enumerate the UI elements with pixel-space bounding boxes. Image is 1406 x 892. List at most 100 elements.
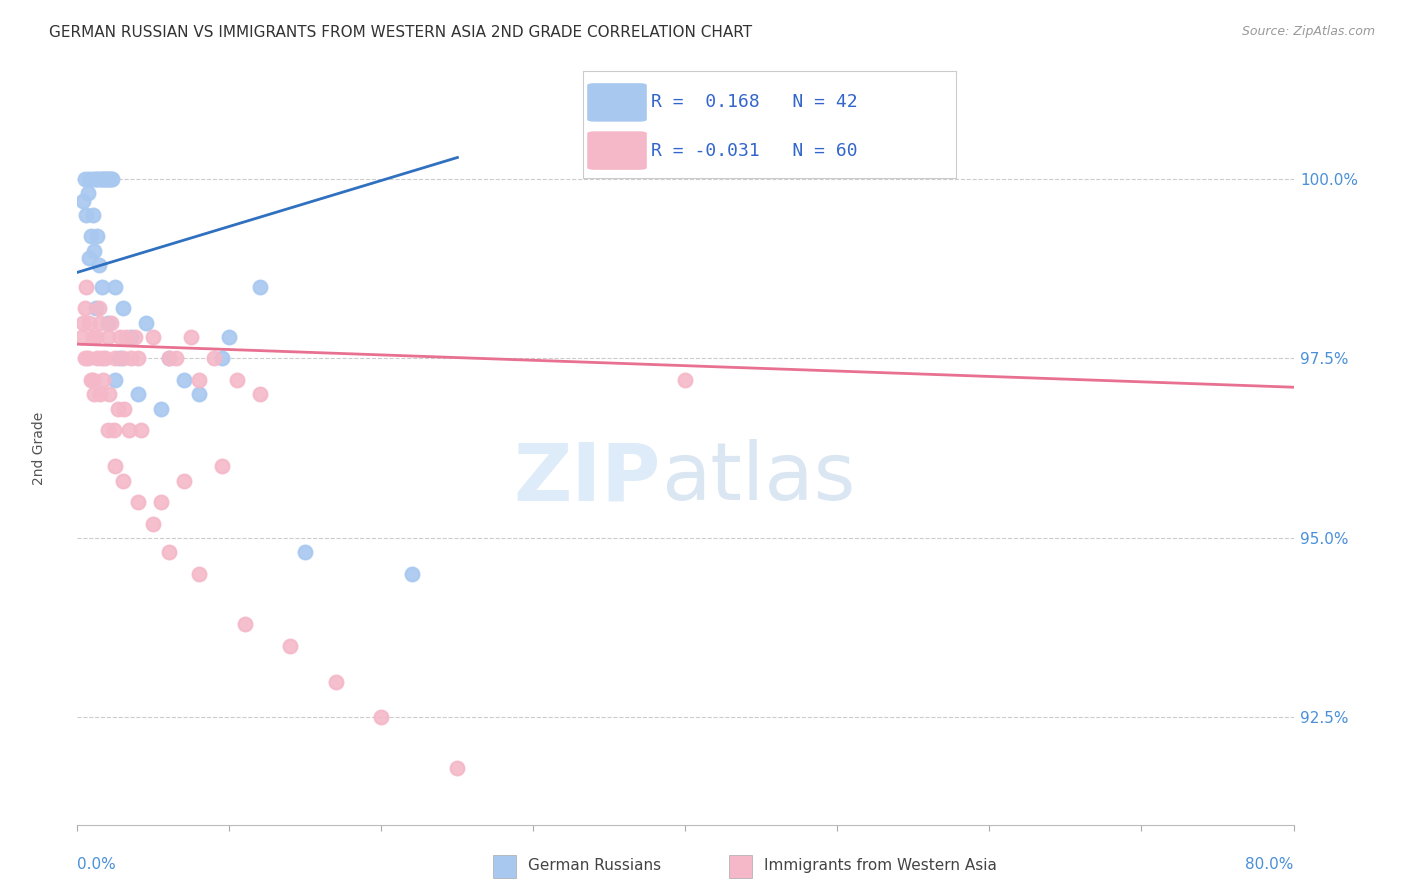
Point bbox=[135, 316, 157, 330]
Point bbox=[157, 545, 180, 559]
Text: Immigrants from Western Asia: Immigrants from Western Asia bbox=[765, 858, 997, 872]
Point bbox=[226, 373, 249, 387]
Point bbox=[89, 387, 111, 401]
Point bbox=[77, 351, 100, 366]
Point bbox=[108, 351, 131, 366]
Point bbox=[89, 172, 111, 186]
Point bbox=[294, 545, 316, 559]
Point bbox=[97, 172, 120, 186]
Point bbox=[211, 459, 233, 474]
Point bbox=[83, 387, 105, 401]
Point bbox=[157, 351, 180, 366]
Point bbox=[120, 351, 142, 366]
Point bbox=[127, 387, 149, 401]
Point bbox=[80, 373, 103, 387]
Point bbox=[103, 423, 125, 437]
Point bbox=[115, 330, 138, 344]
Point bbox=[82, 373, 104, 387]
Point bbox=[104, 351, 127, 366]
Point bbox=[142, 516, 165, 531]
Point bbox=[165, 351, 187, 366]
Point bbox=[111, 351, 134, 366]
Point bbox=[401, 566, 423, 581]
Point bbox=[98, 172, 121, 186]
Point bbox=[111, 474, 134, 488]
Point bbox=[89, 316, 111, 330]
Point bbox=[446, 761, 468, 775]
Point bbox=[77, 186, 100, 201]
Point bbox=[108, 330, 131, 344]
Point bbox=[149, 495, 172, 509]
Point bbox=[101, 172, 124, 186]
Point bbox=[124, 330, 146, 344]
Point bbox=[79, 316, 101, 330]
Point bbox=[90, 279, 112, 293]
Text: German Russians: German Russians bbox=[529, 858, 661, 872]
Point bbox=[157, 351, 180, 366]
Point bbox=[188, 373, 211, 387]
FancyBboxPatch shape bbox=[588, 83, 647, 121]
Point bbox=[82, 172, 104, 186]
Point bbox=[90, 172, 112, 186]
Point bbox=[91, 172, 114, 186]
Point bbox=[84, 330, 107, 344]
Text: 2nd Grade: 2nd Grade bbox=[32, 411, 46, 485]
Point bbox=[104, 279, 127, 293]
Text: ZIP: ZIP bbox=[513, 440, 661, 517]
Point bbox=[188, 566, 211, 581]
Point bbox=[93, 172, 115, 186]
Bar bbox=[492, 855, 516, 878]
Point bbox=[278, 639, 301, 653]
Point bbox=[149, 401, 172, 416]
Point bbox=[86, 229, 108, 244]
Point bbox=[75, 279, 97, 293]
Point bbox=[120, 330, 142, 344]
Point bbox=[180, 330, 202, 344]
Text: Source: ZipAtlas.com: Source: ZipAtlas.com bbox=[1241, 25, 1375, 38]
Point bbox=[98, 387, 121, 401]
Point bbox=[233, 617, 256, 632]
Text: 80.0%: 80.0% bbox=[1246, 857, 1294, 872]
Point bbox=[370, 710, 392, 724]
Text: atlas: atlas bbox=[661, 440, 855, 517]
Point bbox=[72, 194, 94, 208]
Point bbox=[114, 401, 136, 416]
Point bbox=[72, 316, 94, 330]
Point bbox=[90, 351, 112, 366]
Point bbox=[104, 373, 127, 387]
Point bbox=[173, 373, 195, 387]
Point bbox=[80, 229, 103, 244]
Point bbox=[188, 387, 211, 401]
Point bbox=[249, 279, 271, 293]
Point bbox=[79, 172, 101, 186]
Point bbox=[93, 351, 115, 366]
Point bbox=[83, 244, 105, 258]
Point bbox=[73, 172, 96, 186]
Text: R =  0.168   N = 42: R = 0.168 N = 42 bbox=[651, 94, 858, 112]
Point bbox=[96, 172, 118, 186]
Point bbox=[104, 459, 127, 474]
Point bbox=[73, 301, 96, 316]
Point bbox=[218, 330, 240, 344]
Point bbox=[82, 208, 104, 222]
Point bbox=[211, 351, 233, 366]
Point bbox=[127, 495, 149, 509]
Text: R = -0.031   N = 60: R = -0.031 N = 60 bbox=[651, 142, 858, 160]
Point bbox=[173, 474, 195, 488]
Point bbox=[325, 674, 347, 689]
Point bbox=[100, 316, 122, 330]
Point bbox=[84, 172, 107, 186]
Text: 0.0%: 0.0% bbox=[77, 857, 117, 872]
Point bbox=[86, 172, 108, 186]
Point bbox=[97, 423, 120, 437]
Point bbox=[82, 330, 104, 344]
Point bbox=[100, 172, 122, 186]
Bar bbox=[728, 855, 752, 878]
Point bbox=[142, 330, 165, 344]
Point bbox=[249, 387, 271, 401]
Point bbox=[675, 373, 697, 387]
Point bbox=[84, 301, 107, 316]
Point bbox=[70, 330, 93, 344]
Point bbox=[75, 208, 97, 222]
Point bbox=[127, 351, 149, 366]
